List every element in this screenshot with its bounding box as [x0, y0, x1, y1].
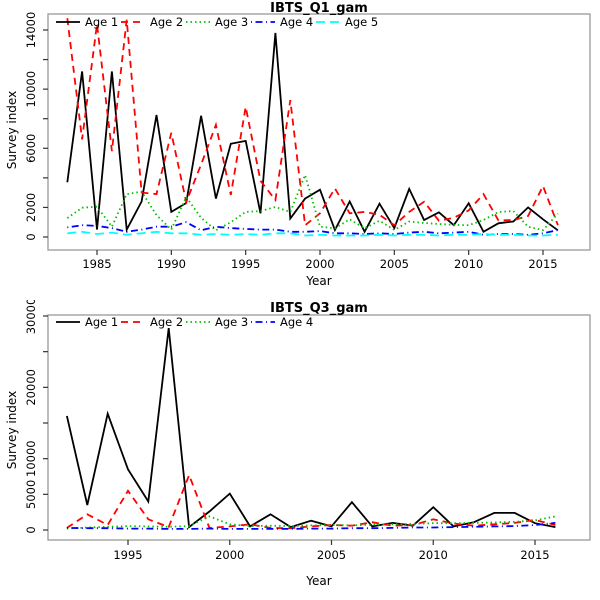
y-tick-label: 2000 [24, 193, 38, 222]
legend-label-age-1: Age 1 [85, 15, 118, 29]
legend-label-age-2: Age 2 [150, 15, 183, 29]
chart-title-q3: IBTS_Q3_gam [270, 301, 368, 316]
x-tick-label: 2015 [528, 257, 557, 271]
y-tick-label: 20000 [24, 369, 38, 406]
legend-label-age-5: Age 5 [345, 15, 378, 29]
series-line-age-2 [66, 472, 556, 530]
x-tick-label: 2015 [520, 548, 549, 562]
x-tick-label: 2005 [317, 548, 346, 562]
x-tick-label: 1995 [113, 548, 142, 562]
y-axis-label-q3: Survey index [5, 390, 19, 470]
y-tick-label: 0 [24, 526, 38, 533]
y-tick-label: 10000 [24, 71, 38, 108]
series-line-age-5 [67, 230, 558, 237]
series-line-age-4 [66, 522, 556, 530]
x-tick-label: 2000 [215, 548, 244, 562]
x-tick-label: 1995 [231, 257, 260, 271]
x-tick-label: 2010 [454, 257, 483, 271]
y-tick-label: 5000 [24, 480, 38, 509]
legend-label-age-1: Age 1 [85, 315, 118, 329]
legend-label-age-3: Age 3 [215, 315, 248, 329]
y-tick-label: 0 [24, 233, 38, 240]
legend-label-age-4: Age 4 [280, 315, 313, 329]
x-tick-label: 1990 [157, 257, 186, 271]
legend-label-age-3: Age 3 [215, 15, 248, 29]
x-tick-label: 2005 [380, 257, 409, 271]
x-tick-label: 2010 [419, 548, 448, 562]
y-tick-label: 6000 [24, 134, 38, 163]
x-axis-label-q3: Year [306, 574, 332, 588]
series-line-age-1 [66, 32, 559, 234]
plot-area-q3: 1995 2000 2005 2010 2015 0 5000 10000 20000 30000… [24, 300, 591, 562]
legend-label-age-4: Age 4 [280, 15, 313, 29]
chart-container-ibts-q1: 1985 1990 1995 2000 2005 2010 2015 0 2000 6000 100… [5, 1, 591, 288]
series-line-age-2 [66, 18, 559, 227]
y-axis-label-q1: Survey index [5, 90, 19, 170]
x-tick-label: 1985 [82, 257, 111, 271]
series-line-age-1 [66, 327, 556, 529]
series-line-age-4 [67, 221, 559, 236]
x-axis-label-q1: Year [306, 274, 332, 288]
chart-title-q1: IBTS_Q1_gam [270, 1, 368, 16]
y-tick-label: 14000 [24, 12, 38, 49]
legend-label-age-2: Age 2 [150, 315, 183, 329]
series-line-age-3 [66, 172, 559, 232]
chart-container-ibts-q3: 1995 2000 2005 2010 2015 0 5000 10000 20000 30000… [0, 300, 600, 600]
y-tick-label: 10000 [24, 440, 38, 477]
plot-box [47, 13, 591, 251]
x-tick-label: 2000 [305, 257, 334, 271]
series-line-age-3 [66, 515, 556, 530]
y-tick-label: 30000 [24, 300, 38, 334]
plot-area-q1: 1985 1990 1995 2000 2005 2010 2015 0 2000 6000 100… [24, 12, 591, 271]
plot-box [47, 314, 591, 541]
